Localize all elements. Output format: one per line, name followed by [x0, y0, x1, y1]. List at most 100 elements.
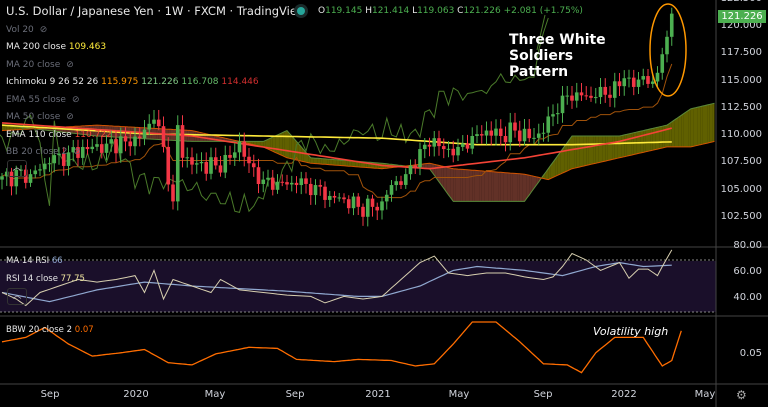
candle-body — [508, 122, 513, 143]
ichimoku-cloud-segment — [614, 136, 618, 159]
ichimoku-cloud-segment — [690, 108, 694, 147]
chart-title: U.S. Dollar / Japanese Yen · 1W · FXCM ·… — [6, 4, 307, 18]
ichimoku-cloud-segment — [548, 165, 551, 180]
price-axis-label: 115.000 — [720, 74, 762, 86]
candle-body — [465, 143, 470, 149]
legend-vol[interactable]: Vol 20 ⊘ — [6, 25, 48, 35]
ichimoku-cloud-segment — [474, 170, 477, 202]
candle-body — [337, 197, 342, 199]
ichimoku-cloud-segment — [320, 158, 323, 165]
candle-body — [555, 113, 560, 115]
ichimoku-cloud-segment — [659, 126, 663, 149]
rsi-axis-label: 40.00 — [733, 292, 762, 303]
legend-bb[interactable]: BB 20 close 2 ⊘ — [6, 147, 81, 157]
candle-body — [313, 185, 318, 196]
ichimoku-cloud-segment — [4, 125, 7, 131]
ichimoku-cloud-segment — [481, 170, 485, 202]
legend-ma200[interactable]: MA 200 close 109.463 — [6, 42, 107, 52]
candle-body — [327, 195, 332, 200]
candle-body — [541, 132, 546, 134]
ichimoku-cloud-segment — [443, 166, 447, 192]
legend-bbw[interactable]: BBW 20 close 2 0.07 — [6, 325, 94, 335]
ichimoku-cloud-segment — [553, 158, 556, 178]
eye-off-icon[interactable]: ⊘ — [66, 112, 74, 122]
legend-ichimoku[interactable]: Ichimoku 9 26 52 26 115.975 121.226 116.… — [6, 77, 259, 87]
candle-body — [579, 92, 584, 96]
ichimoku-cloud-segment — [336, 159, 340, 166]
candle-body — [223, 154, 228, 173]
candle-body — [641, 76, 646, 80]
legend-ma20[interactable]: MA 20 close ⊘ — [6, 60, 74, 70]
candle-body — [185, 157, 190, 159]
legend-ema55[interactable]: EMA 55 close ⊘ — [6, 95, 80, 105]
candle-body — [118, 136, 123, 154]
ichimoku-cloud-segment — [325, 158, 328, 165]
ichimoku-cloud-segment — [643, 130, 646, 153]
legend-rsi[interactable]: RSI 14 close 77.75 — [6, 274, 85, 284]
ichimoku-cloud-segment — [705, 104, 708, 144]
eye-off-icon[interactable]: ⊘ — [73, 147, 81, 157]
kijun-line — [1, 63, 673, 199]
ichimoku-cloud-segment — [498, 172, 501, 202]
candle-body — [403, 174, 408, 185]
ichimoku-cloud-segment — [317, 158, 321, 164]
eye-off-icon[interactable]: ⊘ — [71, 95, 80, 105]
legend-rsi-ma[interactable]: MA 14 RSI 66 — [6, 256, 63, 266]
gear-icon[interactable]: ⚙ — [736, 388, 747, 402]
candle-body — [61, 153, 66, 166]
candle-body — [451, 148, 456, 156]
chevron-up-icon[interactable]: ︿ — [7, 288, 27, 305]
ichimoku-cloud-segment — [439, 165, 442, 186]
price-axis-label: 107.500 — [720, 156, 762, 168]
ichimoku-cloud-segment — [353, 161, 356, 167]
ichimoku-cloud-segment — [664, 125, 667, 148]
candle-body — [522, 128, 527, 142]
ichimoku-cloud-segment — [332, 159, 335, 166]
eye-off-icon[interactable]: ⊘ — [66, 60, 74, 70]
legend-ma50[interactable]: MA 50 close ⊘ — [6, 112, 74, 122]
price-axis-label: 122.500 — [721, 0, 762, 4]
ichimoku-cloud-segment — [662, 125, 665, 148]
candle-body — [622, 78, 627, 87]
candle-body — [280, 181, 285, 183]
candle-body — [498, 128, 503, 136]
time-axis-label: May — [204, 389, 226, 400]
candle-body — [408, 165, 413, 175]
rsi-ma-line — [1, 261, 672, 303]
candle-body — [437, 138, 441, 147]
eye-off-icon[interactable]: ⊘ — [39, 25, 48, 35]
ichimoku-cloud-segment — [2, 125, 5, 131]
candle-body — [209, 157, 213, 174]
ichimoku-cloud-segment — [258, 141, 261, 147]
ichimoku-cloud-segment — [707, 104, 710, 144]
candle-body — [99, 144, 104, 153]
ichimoku-cloud-segment — [467, 169, 470, 202]
ichimoku-cloud-segment — [652, 127, 656, 151]
candle-body — [351, 196, 356, 209]
ichimoku-cloud-segment — [557, 152, 561, 176]
ichimoku-cloud-segment — [607, 136, 610, 161]
candle-body — [14, 169, 19, 187]
time-axis-label: 2022 — [611, 389, 637, 400]
candle-body — [527, 128, 532, 139]
ichimoku-cloud-segment — [572, 136, 575, 169]
candle-body — [242, 141, 247, 157]
ichimoku-cloud-segment — [550, 162, 553, 179]
ichimoku-cloud-segment — [671, 120, 675, 147]
ichimoku-cloud-segment — [693, 107, 696, 147]
ichimoku-cloud-segment — [355, 161, 359, 167]
ichimoku-cloud-segment — [515, 173, 518, 202]
ichimoku-cloud-segment — [334, 159, 337, 166]
legend-ema110[interactable]: EMA 110 close 110.722 — [6, 130, 112, 140]
candle-body — [318, 185, 323, 187]
candle-body — [256, 167, 261, 185]
ichimoku-cloud-segment — [11, 126, 14, 131]
chevron-up-icon[interactable]: ︿ — [7, 160, 27, 177]
ichimoku-cloud-segment — [16, 126, 19, 130]
candle-body — [484, 130, 489, 136]
candle-body — [494, 128, 498, 136]
ichimoku-cloud-segment — [263, 140, 266, 148]
market-status-icon — [297, 7, 305, 15]
ichimoku-cloud-segment — [500, 172, 504, 202]
